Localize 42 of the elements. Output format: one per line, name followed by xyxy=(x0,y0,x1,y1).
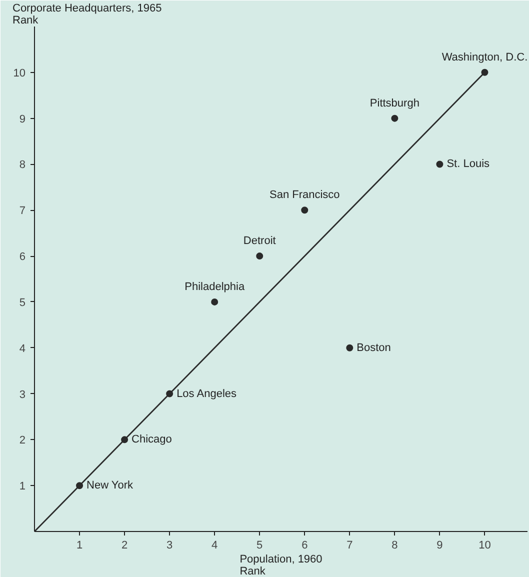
y-tick-label: 10 xyxy=(13,67,26,80)
annotation: Los Angeles xyxy=(176,388,238,400)
x-axis-title: Population, 1960 Rank xyxy=(240,554,322,577)
x-tick-label: 2 xyxy=(121,540,128,552)
y-tick-label: 6 xyxy=(19,251,26,264)
point xyxy=(391,114,398,122)
point xyxy=(346,344,354,352)
x-tick-label: 1 xyxy=(76,540,83,552)
point xyxy=(436,160,444,168)
y-tick-label: 8 xyxy=(19,159,26,172)
annotation: Washington, D.C. xyxy=(442,51,528,64)
point xyxy=(121,436,128,444)
x-tick-label: 4 xyxy=(212,540,218,552)
point xyxy=(256,252,264,260)
x-tick-label: 6 xyxy=(302,540,308,552)
annotation: San Francisco xyxy=(269,189,340,202)
y-tick-label: 4 xyxy=(19,342,26,355)
annotation: Pittsburgh xyxy=(370,97,420,110)
x-tick-label: 9 xyxy=(436,540,443,552)
point xyxy=(166,390,174,398)
annotation: New York xyxy=(86,480,134,492)
point xyxy=(481,68,488,76)
annotation: St. Louis xyxy=(446,158,490,170)
x-tick-label: 3 xyxy=(166,540,173,552)
x-tick-label: 8 xyxy=(392,540,398,552)
y-tick-label: 5 xyxy=(19,296,26,309)
point xyxy=(211,298,218,306)
y-axis-title: Corporate Headquarters, 1965 Rank xyxy=(12,2,162,26)
x-tick-label: 7 xyxy=(346,540,353,552)
annotation: Philadelphia xyxy=(184,280,246,293)
y-tick-label: 7 xyxy=(19,205,26,218)
x-tick-label: 5 xyxy=(256,540,263,552)
annotation: Boston xyxy=(356,342,391,354)
point xyxy=(76,482,84,490)
annotation: Chicago xyxy=(132,434,172,446)
annotation: Detroit xyxy=(243,235,276,248)
y-tick-label: 2 xyxy=(19,434,26,447)
y-tick-label: 3 xyxy=(19,388,26,401)
point xyxy=(301,206,308,214)
x-tick-label: 10 xyxy=(478,540,491,552)
y-tick-label: 1 xyxy=(19,480,26,493)
y-tick-label: 9 xyxy=(19,113,26,126)
